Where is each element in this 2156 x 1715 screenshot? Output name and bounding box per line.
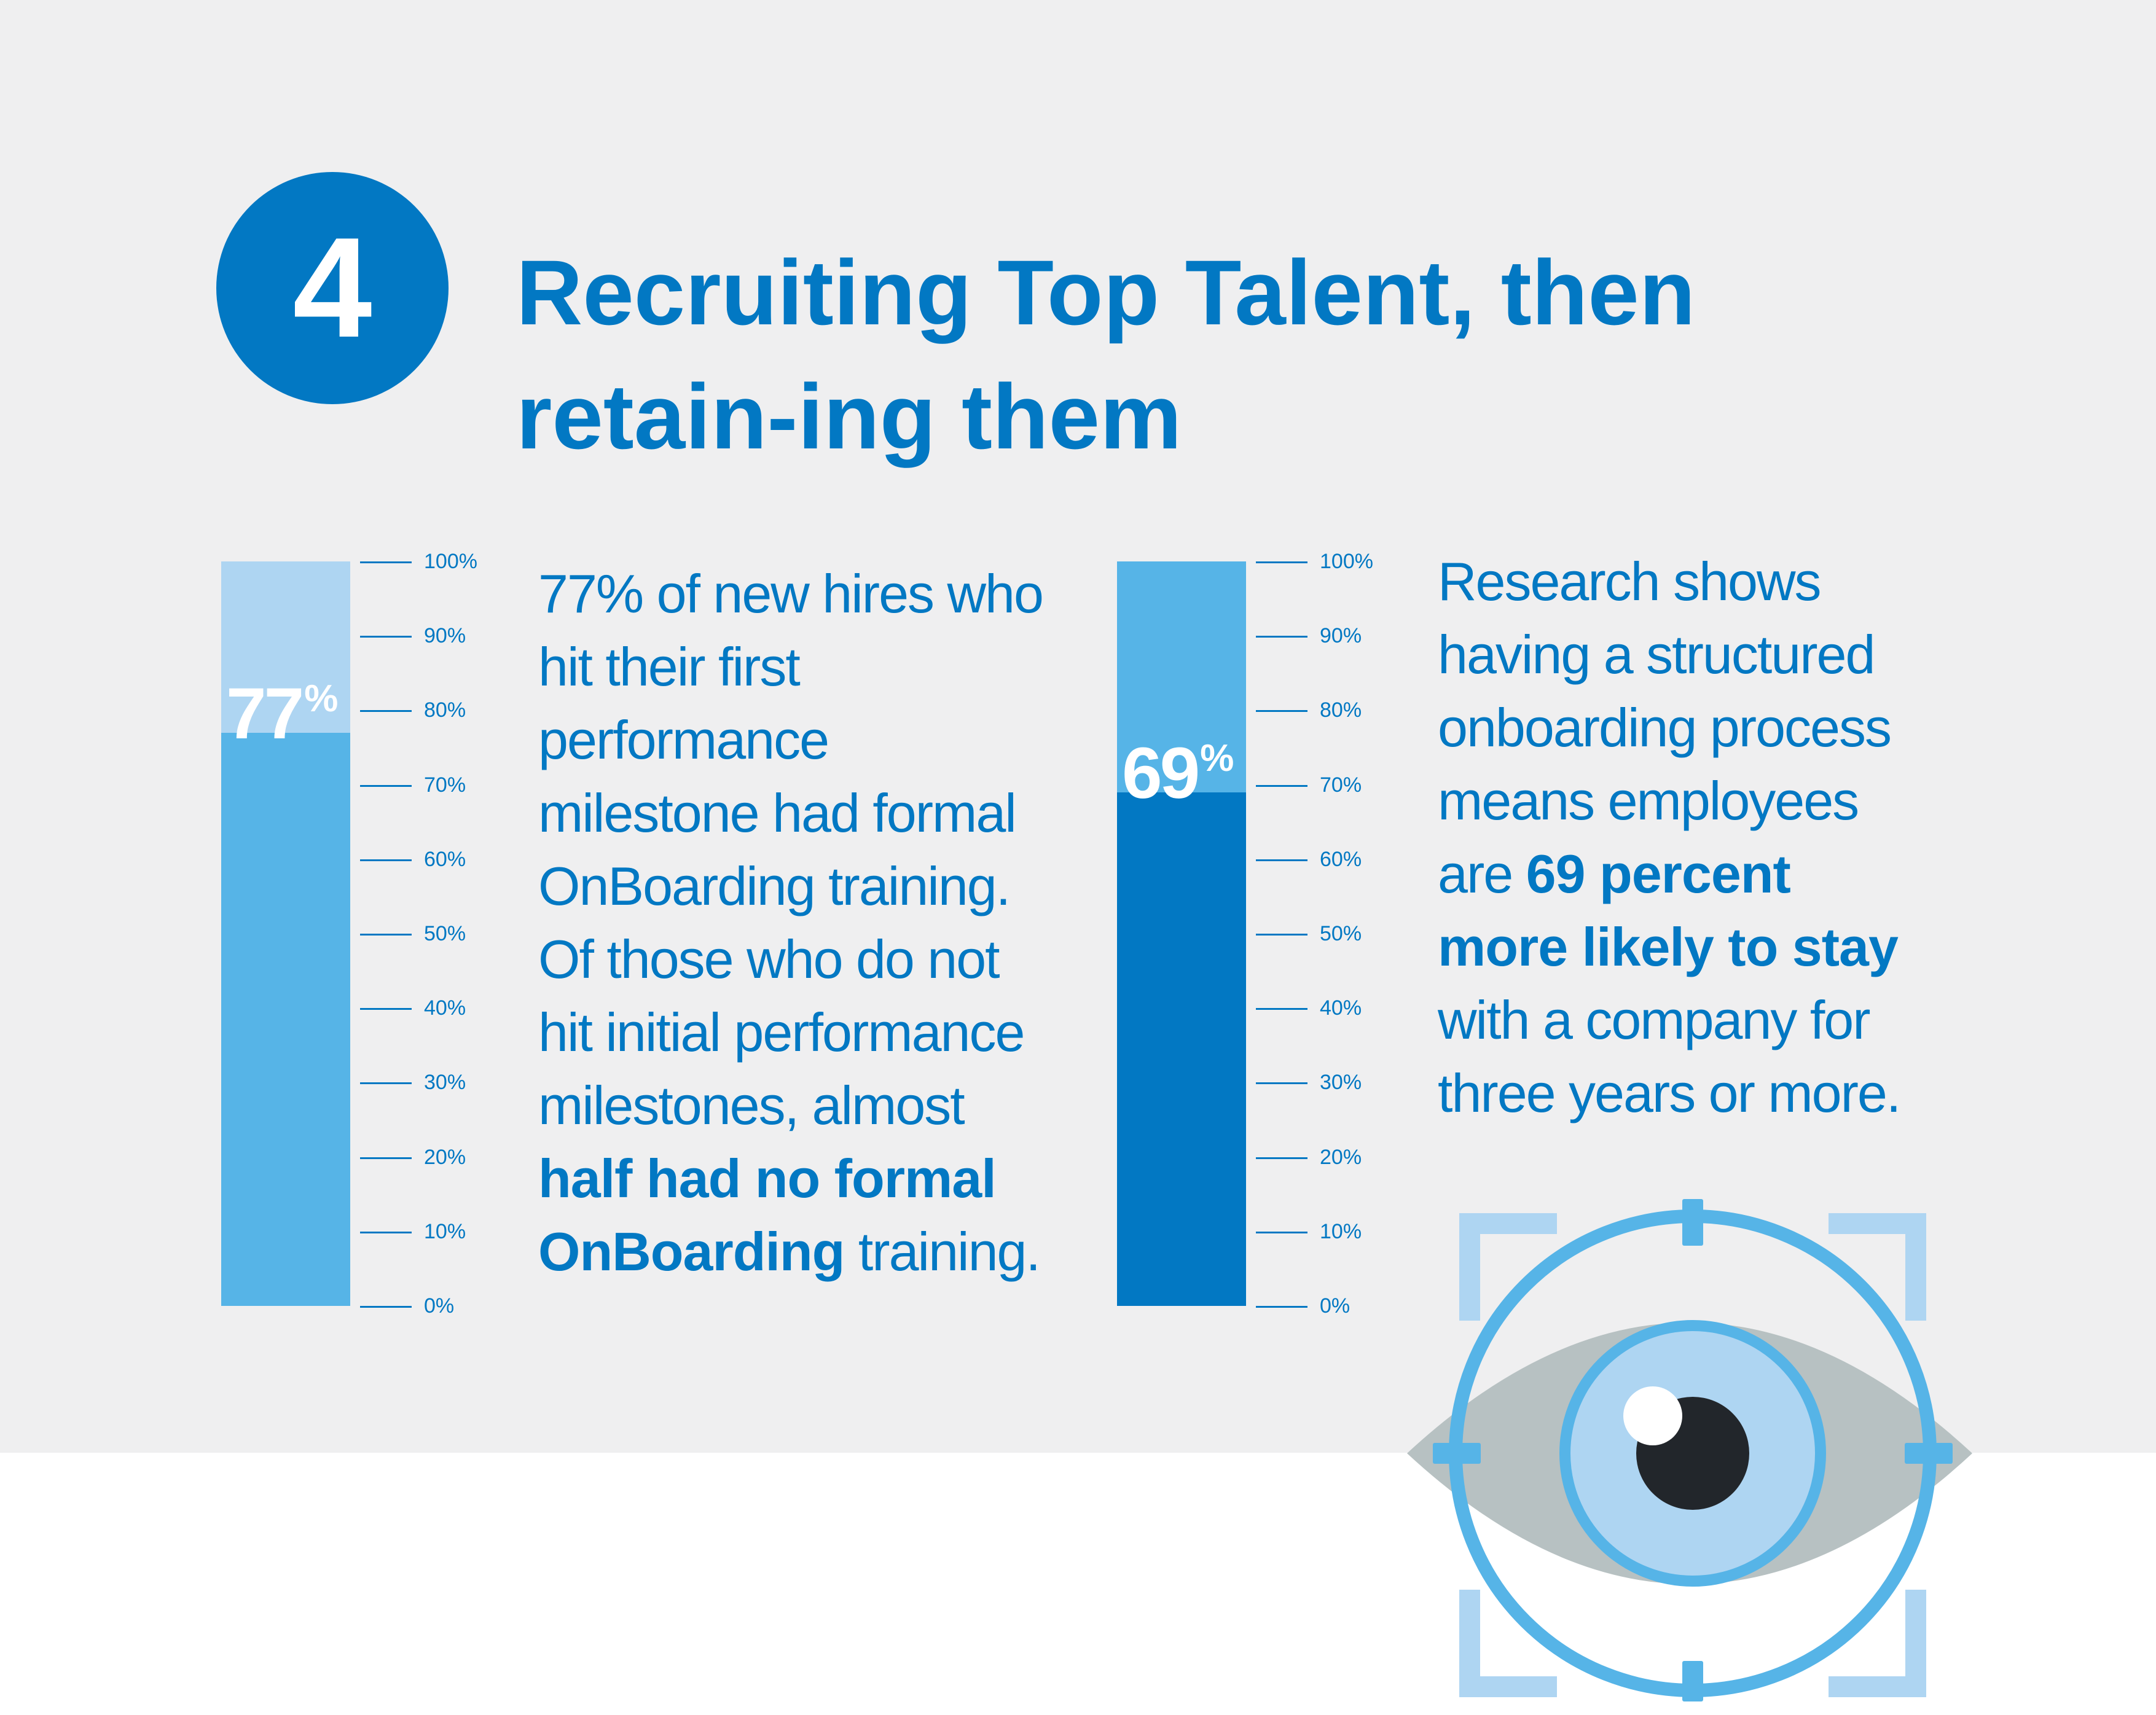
scale-tick-label: 40% bbox=[424, 996, 466, 1020]
scale-tick-line bbox=[360, 561, 412, 563]
section-number-badge: 4 bbox=[216, 172, 449, 404]
desc-line: with a company for bbox=[1438, 990, 1871, 1050]
scale-tick-label: 100% bbox=[424, 550, 477, 573]
scale-tick-line bbox=[360, 636, 412, 638]
target-crosshair-ticks bbox=[1433, 1199, 1953, 1701]
scale-tick-line bbox=[1256, 1082, 1307, 1085]
gauge-bar-fill bbox=[1117, 792, 1246, 1306]
gauge-scale: 100% 90% 80% 70% 60% 50% 40% 30% 20% 10% 0% bbox=[360, 550, 563, 1318]
scale-tick-line bbox=[360, 710, 412, 713]
scale-tick-label: 60% bbox=[424, 847, 466, 871]
scale-tick-label: 40% bbox=[1320, 996, 1362, 1020]
scale-tick-label: 20% bbox=[424, 1145, 466, 1169]
eye-target-icon bbox=[1407, 1199, 1972, 1701]
scale-tick-line bbox=[1256, 784, 1307, 787]
scale-tick-label: 60% bbox=[1320, 847, 1362, 871]
desc-line: means employees bbox=[1438, 770, 1859, 831]
desc-line: hit their first bbox=[538, 636, 801, 697]
desc-line: onboarding process bbox=[1438, 697, 1892, 758]
scale-tick-line bbox=[360, 1157, 412, 1159]
desc-line: three years or more. bbox=[1438, 1063, 1901, 1123]
desc-line: milestone had formal bbox=[538, 783, 1017, 843]
gauge-value-unit: % bbox=[304, 677, 339, 720]
desc-line: 77% of new hires who bbox=[538, 563, 1044, 624]
gauge-bar: 77% bbox=[221, 561, 350, 1306]
scale-tick-line bbox=[1256, 934, 1307, 936]
desc-line: are bbox=[1438, 843, 1526, 904]
scale-tick-line bbox=[1256, 1008, 1307, 1010]
gauge-77: 77% 100% 90% 80% 70% 60% 50% 40% 30% 20% 10% 0% bbox=[221, 550, 651, 1318]
desc-line: Research shows bbox=[1438, 551, 1822, 612]
section-title: Recruiting Top Talent, then retain-ing t… bbox=[516, 241, 1696, 468]
scale-tick-line bbox=[1256, 859, 1307, 861]
gauge-value-number: 69 bbox=[1122, 732, 1200, 814]
scale-tick-label: 20% bbox=[1320, 1145, 1362, 1169]
gauge-value-unit: % bbox=[1200, 736, 1234, 779]
desc-emphasis: OnBoarding bbox=[538, 1221, 845, 1282]
scale-tick-line bbox=[1256, 636, 1307, 638]
desc-emphasis: 69 percent bbox=[1526, 843, 1791, 904]
scale-tick-label: 10% bbox=[1320, 1219, 1362, 1243]
scale-tick-label: 0% bbox=[424, 1294, 455, 1318]
scale-tick-label: 10% bbox=[424, 1219, 466, 1243]
desc-line: having a structured bbox=[1438, 624, 1875, 685]
desc-emphasis: half had no formal bbox=[538, 1148, 997, 1209]
desc-line: Of those who do not bbox=[538, 929, 1000, 990]
gauge-69: 69% 100% 90% 80% 70% 60% 50% 40% 30% 20% 10% 0% bbox=[1117, 550, 1547, 1318]
scale-tick-label: 90% bbox=[1320, 624, 1362, 648]
desc-line: training. bbox=[844, 1221, 1041, 1282]
gauge-value-label: 69% bbox=[1122, 737, 1234, 810]
desc-line: milestones, almost bbox=[538, 1075, 965, 1136]
scale-tick-line bbox=[1256, 1231, 1307, 1233]
gauge-value-label: 77% bbox=[226, 678, 338, 750]
iris-outline bbox=[1559, 1320, 1826, 1587]
scale-tick-line bbox=[360, 1306, 412, 1308]
desc-line: performance bbox=[538, 709, 829, 770]
scale-tick-line bbox=[360, 859, 412, 861]
scale-tick-line bbox=[360, 1082, 412, 1085]
eye-highlight bbox=[1623, 1386, 1682, 1445]
scale-tick-label: 50% bbox=[1320, 922, 1362, 945]
scale-tick-label: 30% bbox=[424, 1071, 466, 1095]
scale-tick-label: 30% bbox=[1320, 1071, 1362, 1095]
scale-tick-line bbox=[1256, 1306, 1307, 1308]
scale-tick-label: 80% bbox=[424, 698, 466, 722]
gauge-scale: 100% 90% 80% 70% 60% 50% 40% 30% 20% 10% 0% bbox=[1256, 550, 1459, 1318]
gauge-value-number: 77 bbox=[226, 673, 304, 754]
desc-line: OnBoarding training. bbox=[538, 856, 1011, 916]
scale-tick-label: 70% bbox=[424, 773, 466, 797]
gauge-bar-fill bbox=[221, 732, 350, 1306]
scale-tick-line bbox=[1256, 1157, 1307, 1159]
scale-tick-line bbox=[360, 934, 412, 936]
scale-tick-label: 90% bbox=[424, 624, 466, 648]
section-number: 4 bbox=[292, 208, 372, 367]
scale-tick-line bbox=[1256, 561, 1307, 563]
corner-brackets bbox=[1459, 1213, 1926, 1697]
desc-line: hit initial performance bbox=[538, 1002, 1025, 1063]
scale-tick-label: 0% bbox=[1320, 1294, 1350, 1318]
scale-tick-label: 50% bbox=[424, 922, 466, 945]
desc-emphasis: more likely to stay bbox=[1438, 916, 1899, 977]
gauge-bar: 69% bbox=[1117, 561, 1246, 1306]
scale-tick-label: 70% bbox=[1320, 773, 1362, 797]
scale-tick-line bbox=[360, 1008, 412, 1010]
scale-tick-label: 100% bbox=[1320, 550, 1373, 573]
stat-description-2: Research shows having a structured onboard… bbox=[1438, 545, 1991, 1130]
scale-tick-line bbox=[360, 784, 412, 787]
scale-tick-line bbox=[1256, 710, 1307, 713]
scale-tick-line bbox=[360, 1231, 412, 1233]
scale-tick-label: 80% bbox=[1320, 698, 1362, 722]
stat-description-1: 77% of new hires who hit their first perfo… bbox=[538, 557, 1091, 1288]
